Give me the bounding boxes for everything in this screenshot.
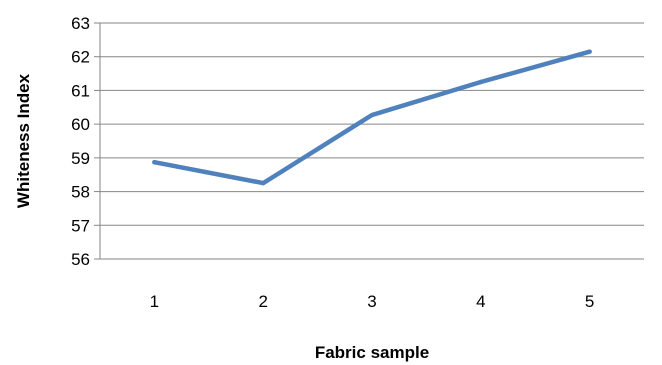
y-tick-label-57: 57 [71,216,90,235]
series-line-1 [152,49,592,186]
y-tick-label-62: 62 [71,48,90,67]
data-point-1 [152,160,157,165]
y-tick-label-56: 56 [71,250,90,269]
x-tick-label-1: 1 [150,292,159,311]
x-tick-label-4: 4 [476,292,485,311]
x-tick-label-3: 3 [367,292,376,311]
series-group [152,49,592,186]
data-point-2 [261,180,266,186]
y-tick-label-63: 63 [71,14,90,33]
x-tick-label-5: 5 [585,292,594,311]
x-axis-title: Fabric sample [315,343,429,362]
data-point-5 [587,49,592,54]
y-tick-label-61: 61 [71,81,90,100]
y-axis-title: Whiteness Index [14,73,33,208]
x-tick-label-2: 2 [258,292,267,311]
grid-lines [100,22,644,226]
data-point-3 [369,112,375,118]
x-axis-ticks: 1 2 3 4 5 [150,292,595,311]
y-tick-label-60: 60 [71,115,90,134]
y-tick-label-58: 58 [71,183,90,202]
y-axis-ticks: 56 57 58 59 60 61 62 63 [71,14,100,269]
y-tick-label-59: 59 [71,149,90,168]
data-point-4 [478,79,483,85]
